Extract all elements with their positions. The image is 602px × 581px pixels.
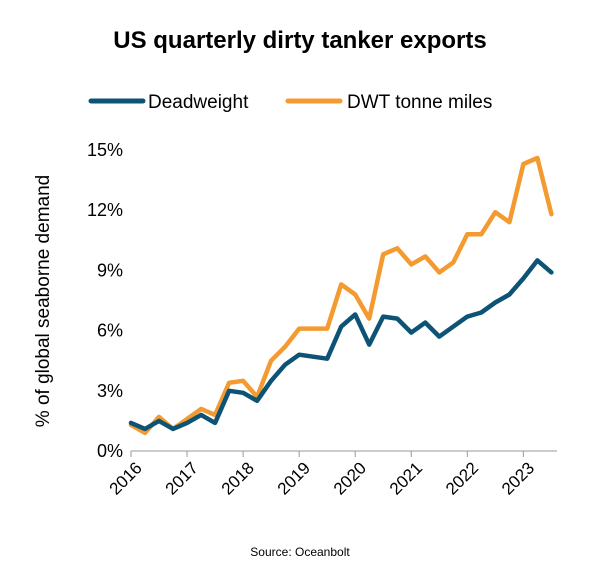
x-tick-label: 2020 [330, 458, 370, 498]
x-axis: 2016 2017 2018 2019 2020 2021 2022 2023 [106, 450, 557, 499]
y-tick-label: 12% [87, 200, 123, 220]
legend-label-deadweight: Deadweight [148, 92, 249, 113]
x-tick-label: 2018 [218, 458, 258, 498]
x-tick-label: 2023 [498, 458, 538, 498]
series-lines [128, 155, 554, 436]
x-tick-label: 2022 [442, 458, 482, 498]
source-note: Source: Oceanbolt [250, 545, 350, 559]
y-tick-label: 3% [97, 381, 123, 401]
y-tick-label: 9% [97, 260, 123, 280]
legend: Deadweight DWT tonne miles [88, 92, 492, 113]
x-tick-label: 2021 [386, 458, 426, 498]
series-line-dwt-tonne-miles [128, 155, 554, 436]
x-tick-label: 2016 [106, 458, 146, 498]
chart-title: US quarterly dirty tanker exports [113, 27, 486, 54]
x-tick-label: 2019 [274, 458, 314, 498]
y-tick-label: 0% [97, 441, 123, 461]
y-tick-label: 15% [87, 140, 123, 160]
y-axis-label: % of global seaborne demand [33, 175, 54, 427]
y-tick-labels: 0% 3% 6% 9% 12% 15% [87, 140, 123, 461]
series-line-deadweight [128, 258, 554, 432]
x-tick-label: 2017 [162, 458, 202, 498]
legend-label-dwt-tonne-miles: DWT tonne miles [347, 92, 492, 113]
y-tick-label: 6% [97, 321, 123, 341]
